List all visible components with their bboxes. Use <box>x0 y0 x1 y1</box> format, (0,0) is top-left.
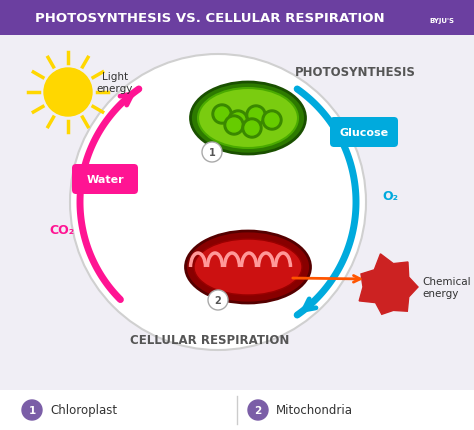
Circle shape <box>202 143 222 163</box>
Text: Glucose: Glucose <box>339 128 389 138</box>
Circle shape <box>228 111 248 131</box>
Circle shape <box>242 119 262 139</box>
Ellipse shape <box>194 240 302 295</box>
Circle shape <box>265 114 279 128</box>
Ellipse shape <box>198 89 298 149</box>
Polygon shape <box>359 254 418 315</box>
Text: CO₂: CO₂ <box>49 224 74 237</box>
Circle shape <box>262 111 282 131</box>
Text: Light
energy: Light energy <box>97 72 133 94</box>
FancyBboxPatch shape <box>330 118 398 147</box>
FancyBboxPatch shape <box>0 390 474 430</box>
Text: Chloroplast: Chloroplast <box>50 404 117 417</box>
Ellipse shape <box>185 231 310 303</box>
Circle shape <box>245 122 259 136</box>
Circle shape <box>231 114 245 128</box>
Text: PHOTOSYNTHESIS: PHOTOSYNTHESIS <box>294 66 415 79</box>
Text: 2: 2 <box>255 405 262 415</box>
Text: CELLULAR RESPIRATION: CELLULAR RESPIRATION <box>130 334 290 347</box>
Text: O₂: O₂ <box>382 189 398 202</box>
Text: 1: 1 <box>28 405 36 415</box>
Circle shape <box>208 290 228 310</box>
Circle shape <box>246 106 266 126</box>
Text: PHOTOSYNTHESIS VS. CELLULAR RESPIRATION: PHOTOSYNTHESIS VS. CELLULAR RESPIRATION <box>35 12 385 25</box>
Circle shape <box>70 55 366 350</box>
Circle shape <box>224 116 244 136</box>
Ellipse shape <box>191 83 306 155</box>
Text: Water: Water <box>86 175 124 184</box>
Circle shape <box>227 119 241 133</box>
Circle shape <box>248 400 268 420</box>
Circle shape <box>249 109 263 123</box>
Text: BYJU'S: BYJU'S <box>429 18 455 24</box>
Circle shape <box>44 69 92 117</box>
Circle shape <box>215 108 229 122</box>
Circle shape <box>212 105 232 125</box>
Circle shape <box>22 400 42 420</box>
Text: Mitochondria: Mitochondria <box>276 404 353 417</box>
Text: 2: 2 <box>215 295 221 305</box>
Text: 1: 1 <box>209 147 215 158</box>
Text: Chemical
energy: Chemical energy <box>422 276 471 298</box>
FancyBboxPatch shape <box>0 0 474 36</box>
FancyBboxPatch shape <box>72 165 138 194</box>
